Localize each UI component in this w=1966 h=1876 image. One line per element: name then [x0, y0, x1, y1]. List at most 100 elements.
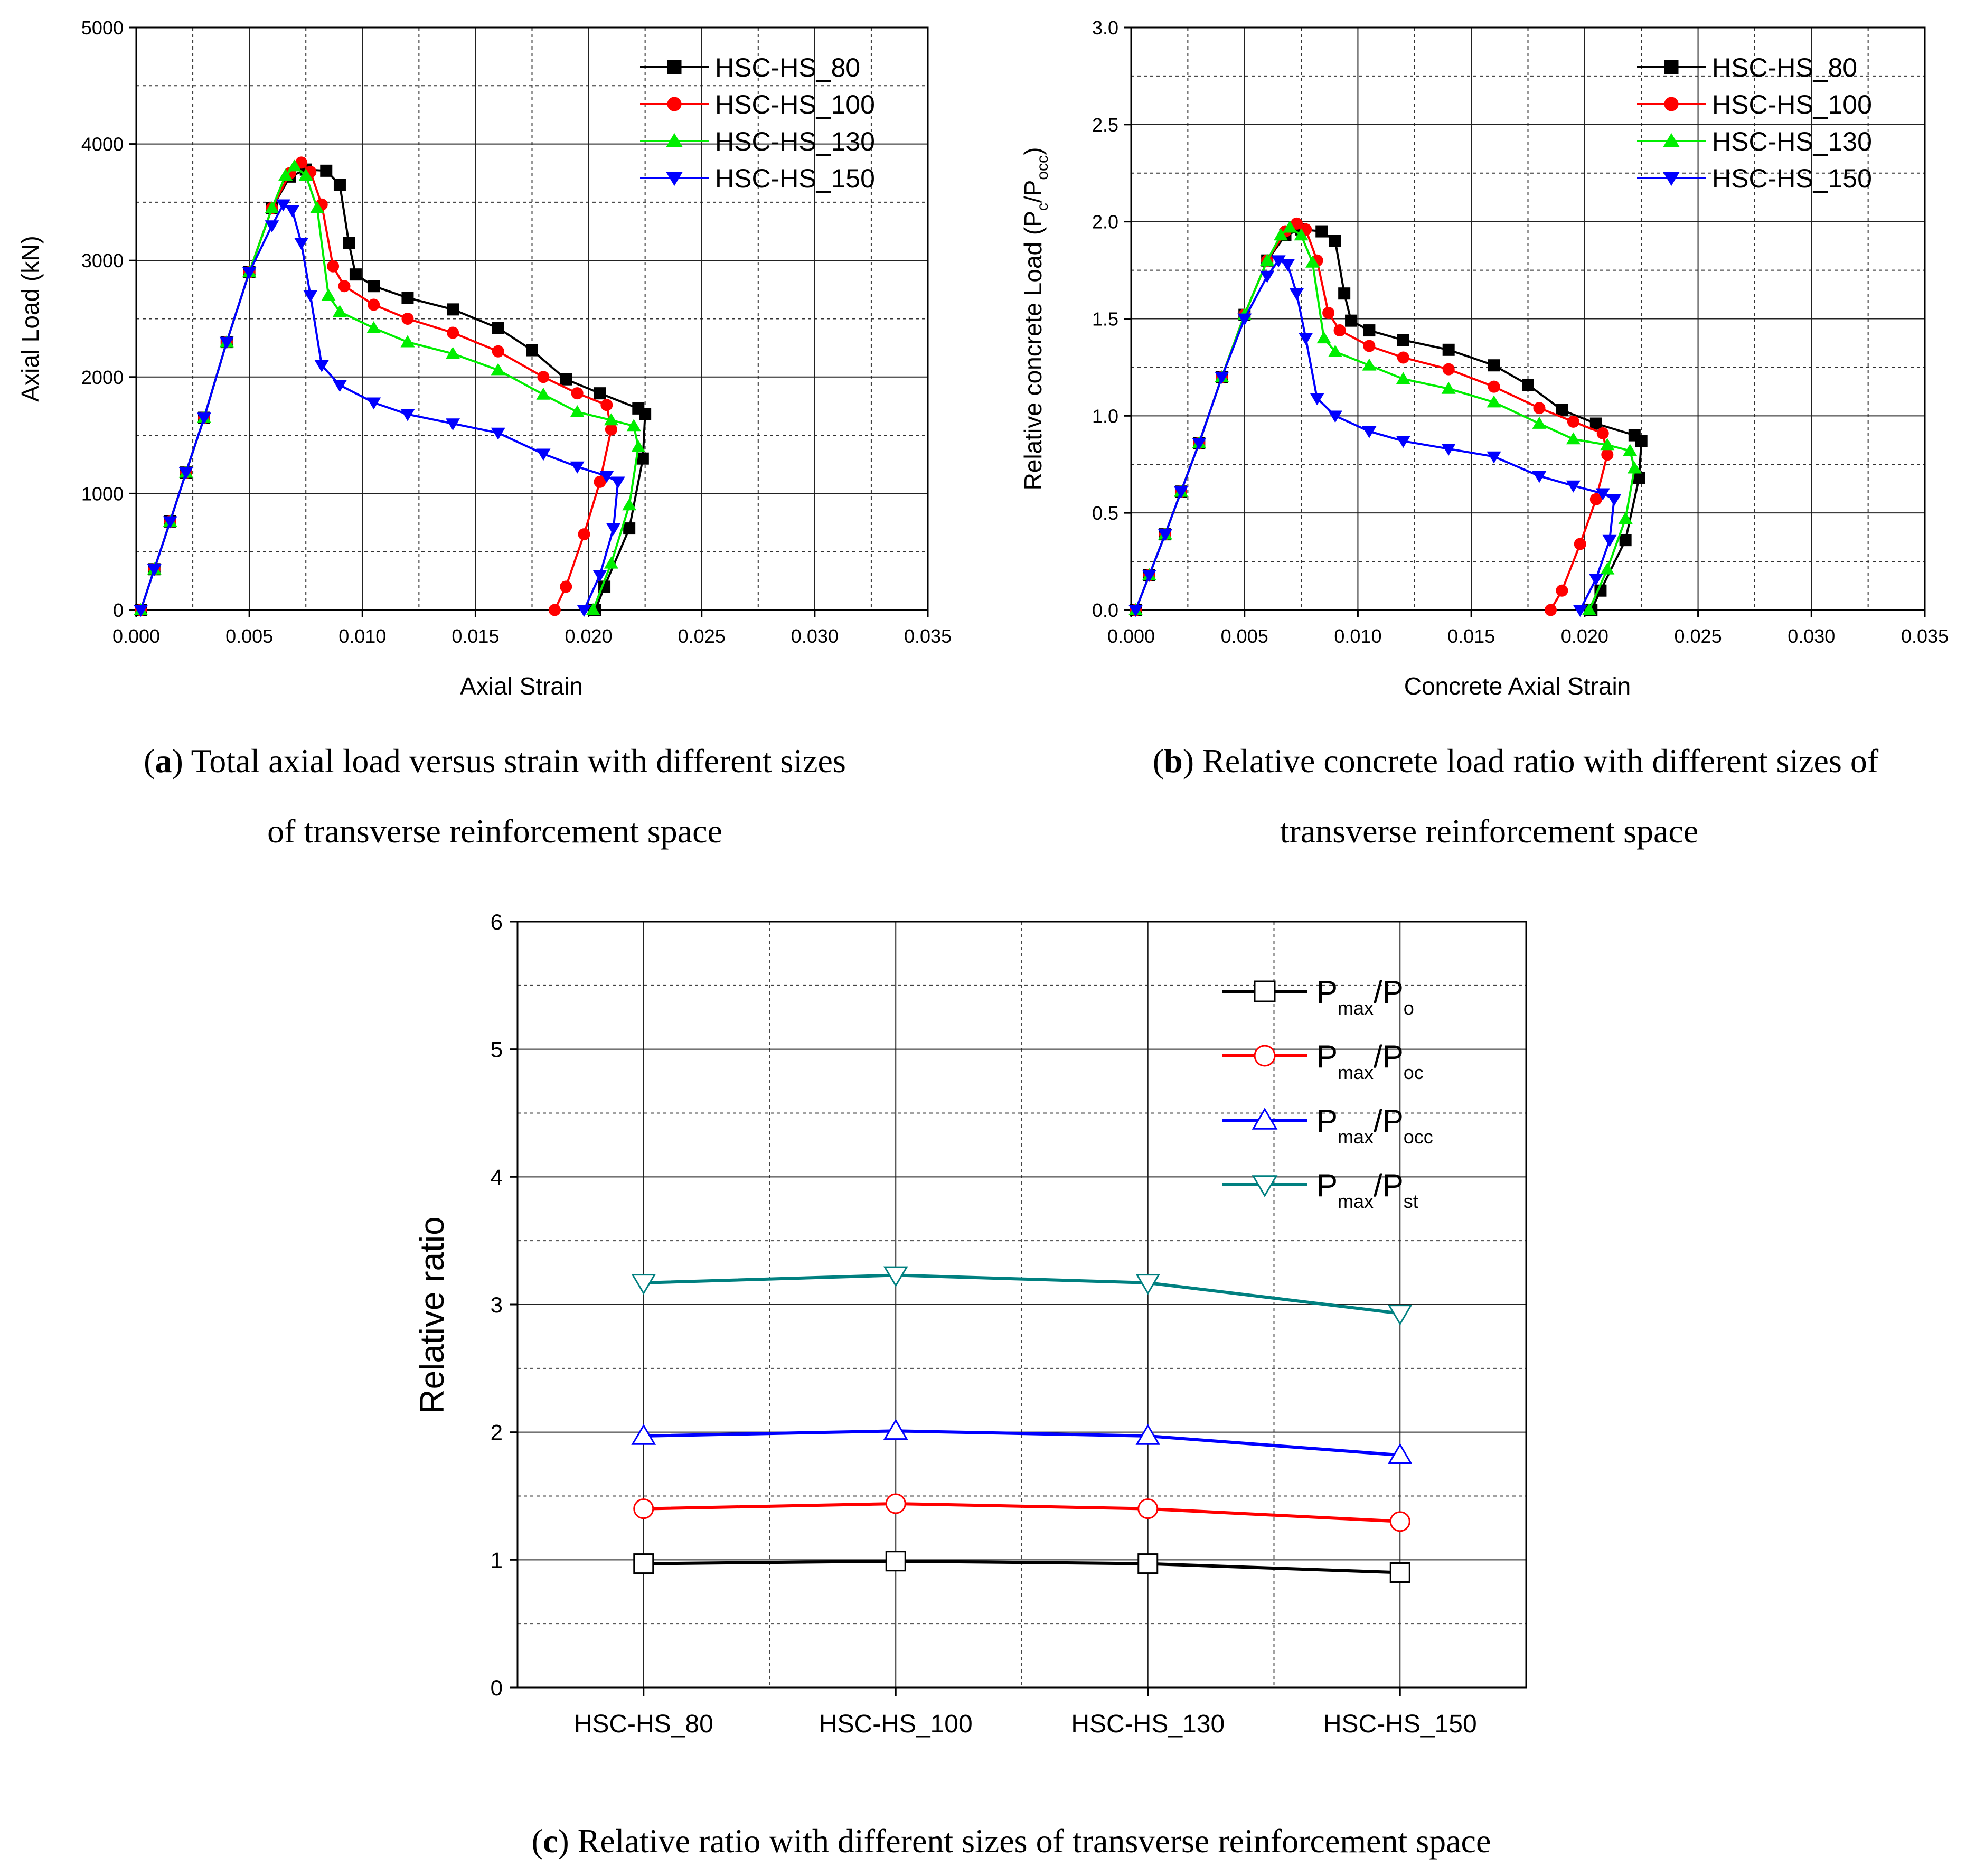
data-point-HSC-HS_80: [320, 164, 333, 177]
data-point-HSC-HS_150: [1328, 410, 1342, 423]
legend-label: HSC-HS_150: [715, 164, 875, 193]
data-point-HSC-HS_130: [631, 440, 646, 452]
data-point-HSC-HS_100: [492, 345, 504, 358]
data-point-HSC-HS_80: [1488, 359, 1500, 372]
data-point-HSC-HS_130: [310, 201, 325, 213]
data-point-HSC-HS_150: [606, 523, 621, 536]
x-tick-label: 0.010: [338, 625, 386, 647]
data-point-HSC-HS_150: [1396, 436, 1410, 448]
legend-label: HSC-HS_80: [1712, 53, 1857, 82]
legend-marker: [666, 172, 683, 186]
data-point-HSC-HS_150: [1192, 438, 1207, 450]
data-point-HSC-HS_150: [1532, 471, 1547, 483]
data-point-HSC-HS_150: [1310, 393, 1324, 406]
series-line-HSC-HS_80: [1134, 228, 1643, 611]
data-point-HSC-HS_130: [1396, 372, 1410, 384]
data-point: [885, 1493, 906, 1514]
y-tick-label: 0.5: [1092, 502, 1118, 524]
data-point: [631, 1424, 656, 1445]
x-tick-label: 0.025: [678, 625, 726, 647]
caption-a: (a) Total axial load versus strain with …: [144, 742, 846, 780]
data-point-HSC-HS_100: [1533, 402, 1546, 415]
data-point-HSC-HS_100: [338, 280, 351, 293]
data-point-HSC-HS_150: [1441, 444, 1456, 456]
data-point-HSC-HS_150: [1588, 574, 1603, 586]
data-point-HSC-HS_100: [368, 298, 380, 311]
data-point-HSC-HS_150: [219, 336, 234, 349]
legend-marker: [1663, 133, 1680, 147]
x-axis-title: Concrete Axial Strain: [1404, 672, 1631, 700]
legend-label: Pmax/Pocc: [1316, 1103, 1433, 1148]
data-point: [1387, 1443, 1413, 1464]
series-line-HSC-HS_150: [139, 203, 619, 611]
data-point-HSC-HS_130: [491, 363, 505, 376]
x-tick-label: 0.025: [1675, 625, 1722, 647]
y-axis-title: Axial Load (kN): [16, 236, 44, 401]
x-tick-label: HSC-HS_130: [1071, 1710, 1225, 1738]
data-point-HSC-HS_150: [242, 267, 257, 279]
data-point: [1135, 1424, 1161, 1445]
data-point: [1387, 1305, 1413, 1326]
data-point-HSC-HS_130: [1582, 603, 1596, 615]
data-point-HSC-HS_150: [1299, 333, 1313, 345]
series-Pmax/Pst: [631, 1266, 1413, 1326]
y-tick-label: 6: [491, 909, 503, 934]
series-line-HSC-HS_100: [1134, 222, 1608, 611]
data-point-HSC-HS_130: [1600, 562, 1615, 575]
x-tick-label: 0.010: [1334, 625, 1381, 647]
data-point: [1135, 1274, 1161, 1295]
data-point-HSC-HS_130: [1273, 228, 1288, 241]
y-tick-label: 2.5: [1092, 114, 1118, 136]
data-point-HSC-HS_150: [570, 461, 585, 474]
caption-c: (c) Relative ratio with different sizes …: [532, 1822, 1491, 1860]
data-point-HSC-HS_150: [1595, 488, 1610, 501]
data-point-HSC-HS_150: [1158, 529, 1172, 541]
caption-b-line2: transverse reinforcement space: [1280, 812, 1698, 850]
data-point-HSC-HS_100: [1556, 584, 1568, 597]
data-point-HSC-HS_150: [147, 564, 162, 576]
data-point-HSC-HS_80: [492, 322, 504, 334]
data-point-HSC-HS_80: [368, 280, 380, 293]
data-point-HSC-HS_100: [560, 580, 572, 593]
chart-b: 0.000 0.005 0.010 0.015 0.020 0.025 0.030 0.035…: [1019, 17, 1949, 700]
data-point-HSC-HS_100: [401, 313, 414, 325]
y-tick-label: 1000: [81, 483, 124, 504]
data-point-HSC-HS_130: [626, 419, 641, 432]
data-point: [883, 1419, 908, 1440]
data-point-HSC-HS_100: [571, 387, 584, 400]
data-point-HSC-HS_150: [1215, 371, 1229, 384]
data-point-HSC-HS_150: [1573, 605, 1587, 617]
data-point-HSC-HS_130: [1532, 416, 1547, 429]
legend-marker: [1663, 172, 1680, 186]
data-point-HSC-HS_150: [265, 220, 279, 233]
legend-marker: [1254, 980, 1276, 1002]
data-point-HSC-HS_130: [265, 201, 279, 213]
data-point-HSC-HS_80: [1619, 534, 1632, 547]
data-point-HSC-HS_100: [1574, 538, 1586, 550]
series-line: [643, 1559, 1400, 1574]
data-point-HSC-HS_100: [1333, 324, 1346, 337]
x-tick-label: 0.005: [225, 625, 273, 647]
data-point-HSC-HS_150: [1487, 451, 1501, 464]
data-point-HSC-HS_150: [1128, 605, 1143, 617]
x-tick-label: 0.005: [1221, 625, 1268, 647]
data-point-HSC-HS_130: [278, 168, 293, 181]
data-point-HSC-HS_100: [1488, 380, 1500, 393]
data-point-HSC-HS_150: [294, 238, 309, 250]
x-tick-label: 0.030: [791, 625, 839, 647]
legend-marker: [1252, 1108, 1278, 1130]
x-tick-label: 0.020: [1561, 625, 1608, 647]
series-line-HSC-HS_100: [139, 161, 613, 611]
legend-label: HSC-HS_100: [715, 90, 875, 119]
data-point: [1389, 1511, 1410, 1532]
data-point-HSC-HS_150: [577, 605, 591, 617]
data-point-HSC-HS_80: [639, 408, 652, 420]
chart-c: 0 1 2 3 4 5 6 HSC-HS_80 HSC-HS_100 HSC-HS_130 HSC-…: [413, 909, 1527, 1738]
legend-label: HSC-HS_80: [715, 53, 860, 82]
data-point-HSC-HS_130: [1328, 344, 1342, 357]
y-tick-label: 2.0: [1092, 211, 1118, 233]
legend-label: Pmax/Pst: [1316, 1168, 1418, 1212]
data-point-HSC-HS_100: [327, 260, 340, 273]
legend-marker: [1254, 1045, 1276, 1067]
data-point-HSC-HS_100: [1601, 448, 1614, 461]
